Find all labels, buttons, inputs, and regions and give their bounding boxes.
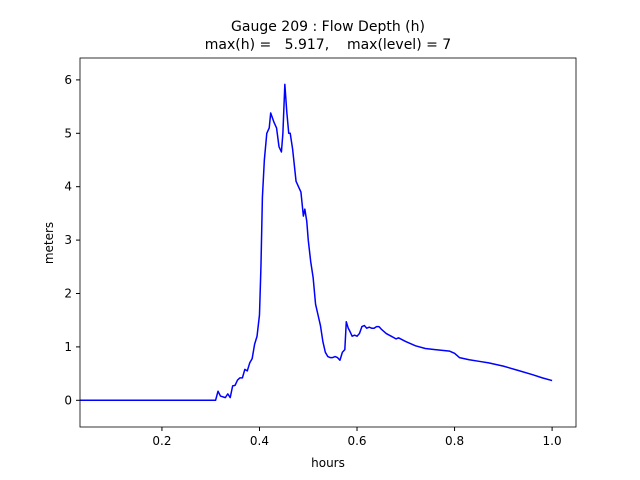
chart-title: Gauge 209 : Flow Depth (h): [231, 19, 425, 35]
y-tick-label: 4: [64, 180, 72, 194]
y-tick-label: 1: [64, 340, 72, 354]
y-axis-label: meters: [42, 222, 56, 264]
x-tick-label: 0.8: [445, 434, 464, 448]
y-tick-label: 5: [64, 126, 72, 140]
y-tick-label: 2: [64, 286, 72, 300]
x-axis-label: hours: [311, 456, 345, 470]
x-tick-label: 0.2: [152, 434, 171, 448]
x-tick-label: 1.0: [543, 434, 562, 448]
y-tick-label: 0: [64, 393, 72, 407]
y-tick-label: 3: [64, 233, 72, 247]
y-tick-label: 6: [64, 73, 72, 87]
x-tick-label: 0.6: [347, 434, 366, 448]
plot-frame: [79, 57, 577, 428]
chart-subtitle: max(h) = 5.917, max(level) = 7: [205, 37, 451, 53]
x-tick-label: 0.4: [250, 434, 269, 448]
data-line: [80, 83, 553, 402]
